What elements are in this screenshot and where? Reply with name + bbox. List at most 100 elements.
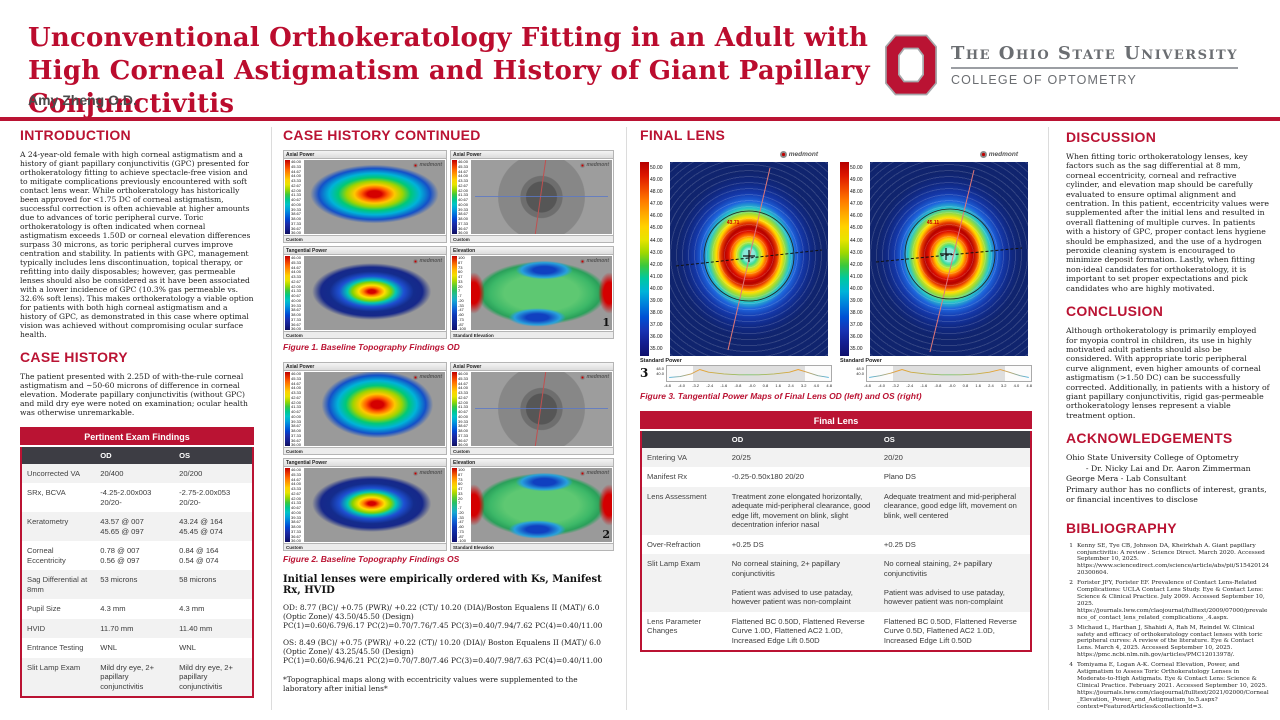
medmont-logo: medmont xyxy=(579,162,609,168)
sagittal-profile-os: 48.0 40.0 xyxy=(840,365,1032,382)
conclusion-heading: CONCLUSION xyxy=(1066,303,1164,320)
reference-text: Michaud L, Harthan J, Shahidi A, Rah M, … xyxy=(1077,624,1263,659)
profile-y-ticks: 48.0 40.0 xyxy=(856,366,864,376)
acknowledgement-line: George Mera - Lab Consultant xyxy=(1066,474,1187,484)
topo-panel-tangential-os: Tangential Power 46.00 45.33 44.67 44.00… xyxy=(283,458,447,551)
x-tick: -4.0 xyxy=(678,383,685,388)
sagittal-profile-od: 3 48.0 40.0 xyxy=(640,365,832,382)
column-case-history-continued: CASE HISTORY CONTINUED Axial Power 46.00… xyxy=(283,127,614,693)
x-tick: 4.0 xyxy=(813,383,820,388)
color-scale: 46.00 45.33 44.67 44.00 43.33 42.67 42.0… xyxy=(285,255,303,331)
panel-scale-label: Custom xyxy=(451,235,613,242)
x-tick: 1.6 xyxy=(775,383,781,388)
topo-panel-axial-photo-os: Axial Power 46.00 45.33 44.67 44.00 43.3… xyxy=(450,362,614,455)
x-tick: 3.2 xyxy=(1000,383,1007,388)
final-row-label: Manifest Rx xyxy=(647,472,688,482)
poster-header: Unconventional Orthokeratology Fitting i… xyxy=(0,0,1280,119)
initial-lens-os: OS: 8.49 (BC)/ +0.75 (PWR)/ +0.22 (CT)/ … xyxy=(283,638,603,665)
scale-name: Standard Power xyxy=(840,358,882,364)
panel-title: Tangential Power xyxy=(284,247,446,255)
profile-plot xyxy=(666,365,832,382)
final-lens-table-row: Lens Assessment Treatment zone elongated… xyxy=(641,486,1031,535)
exam-col-blank xyxy=(21,445,96,464)
x-tick: -4.0 xyxy=(878,383,885,388)
panel-scale-label: Custom xyxy=(284,235,446,242)
x-tick: 4.8 xyxy=(1026,383,1032,388)
x-tick: 1.6 xyxy=(975,383,981,388)
exam-row-od-value: 53 microns xyxy=(95,570,175,600)
poster-title: Unconventional Orthokeratology Fitting i… xyxy=(28,23,870,119)
exam-table-row: Slit Lamp Exam Mild dry eye, 2+ papillar… xyxy=(21,657,253,698)
figure-2-marker: 2 xyxy=(602,528,610,541)
final-lens-table-row: Slit Lamp Exam No corneal staining, 2+ p… xyxy=(641,554,1031,612)
panel-scale-label: Standard Elevation xyxy=(451,543,613,550)
exam-row-os-value: 4.3 mm xyxy=(179,604,205,614)
x-tick: 2.4 xyxy=(988,383,994,388)
reference-number: 1 xyxy=(1069,542,1073,549)
medmont-icon xyxy=(412,162,418,168)
final-lens-table-row: Over-Refraction +0.25 DS +0.25 DS xyxy=(641,535,1031,554)
case-history-heading: CASE HISTORY xyxy=(20,349,128,365)
figure-2-topography-grid: Axial Power 46.00 45.33 44.67 44.00 43.3… xyxy=(283,362,614,551)
panel-title: Tangential Power xyxy=(284,459,446,467)
medmont-icon xyxy=(412,470,418,476)
exam-row-label: Pupil Size xyxy=(27,604,61,614)
medmont-icon xyxy=(579,374,585,380)
final-row-label: Lens Assessment xyxy=(641,486,727,535)
initial-lens-od: OD: 8.77 (BC)/ +0.75 (PWR)/ +0.22 (CT)/ … xyxy=(283,603,603,630)
medmont-icon xyxy=(579,162,585,168)
exam-table-row: HVID 11.70 mm 11.40 mm xyxy=(21,618,253,639)
exam-table-row: Pupil Size 4.3 mm 4.3 mm xyxy=(21,599,253,618)
color-scale: 46.00 45.33 44.67 44.00 43.33 42.67 42.0… xyxy=(452,371,470,447)
topo-panel-elevation-os: Elevation 100 87 73 60 47 33 20 7 -7 -20… xyxy=(450,458,614,551)
axial-power-map: medmont xyxy=(304,372,445,446)
introduction-heading: INTRODUCTION xyxy=(20,127,131,143)
x-tick: -2.4 xyxy=(706,383,714,388)
column-final-lens: FINAL LENS medmont 50.00 49.00 48.00 47.… xyxy=(640,127,1032,653)
figure-3-caption: Figure 3. Tangential Power Maps of Final… xyxy=(640,391,922,401)
osu-divider xyxy=(950,67,1238,69)
x-tick: 3.2 xyxy=(800,383,807,388)
exam-table-row: Uncorrected VA 20/400 20/200 xyxy=(21,464,253,484)
exam-row-od-value: 4.3 mm xyxy=(100,604,126,614)
color-scale: 50.00 49.00 48.00 47.00 46.00 45.00 44.0… xyxy=(840,162,868,356)
medmont-logo: medmont xyxy=(412,162,442,168)
profile-plot xyxy=(866,365,1032,382)
conclusion-text: Although orthokeratology is primarily em… xyxy=(1066,326,1270,420)
x-tick: -4.8 xyxy=(864,383,871,388)
x-tick: -1.6 xyxy=(720,383,728,388)
panel-scale-label: Standard Elevation xyxy=(451,331,613,338)
x-tick: 4.0 xyxy=(1013,383,1020,388)
x-tick: -0.8 xyxy=(934,383,942,388)
medmont-logo: medmont xyxy=(979,151,1018,158)
osu-block-o-icon xyxy=(884,34,937,96)
acknowledgements-heading: ACKNOWLEDGEMENTS xyxy=(1066,430,1233,447)
final-lens-map-os: medmont 50.00 49.00 48.00 47.00 46.00 45… xyxy=(840,150,1032,388)
figure-2-caption: Figure 2. Baseline Topography Findings O… xyxy=(283,554,460,564)
color-scale: 46.00 45.33 44.67 44.00 43.33 42.67 42.0… xyxy=(285,159,303,235)
x-tick: -3.2 xyxy=(692,383,700,388)
profile-y-ticks: 48.0 40.0 xyxy=(656,366,664,376)
exam-row-od-value: -4.25-2.00x003 20/20- xyxy=(100,488,152,507)
profile-x-ticks: -4.8 -4.0 -3.2 -2.4 -1.6 -0.8 -0.0 0.8 1.6 2.4 3.2… xyxy=(640,383,832,388)
final-row-od-value: Treatment zone elongated horizontally, a… xyxy=(726,486,879,535)
eye-photo-map: medmont xyxy=(471,160,612,234)
pertinent-exam-findings-table: Pertinent Exam Findings OD OS Uncorrecte… xyxy=(20,427,254,699)
medmont-icon xyxy=(579,258,585,264)
final-row-od-value: -0.25-0.50x180 20/20 xyxy=(731,472,804,482)
tangential-power-map-od: 43.71 xyxy=(670,162,828,356)
final-row-od-value: +0.25 DS xyxy=(731,539,764,549)
medmont-logo: medmont xyxy=(579,374,609,380)
tangential-power-map: medmont xyxy=(304,468,445,542)
exam-row-label: SRx, BCVA xyxy=(27,488,66,498)
final-row-os-value: Plano DS xyxy=(883,472,916,482)
initial-lens-heading: Initial lenses were empirically ordered … xyxy=(283,574,602,596)
x-tick: 0.8 xyxy=(762,383,769,388)
panel-scale-label: Custom xyxy=(284,447,446,454)
tangential-power-map: medmont xyxy=(304,256,445,330)
reference-text: Tomiyama E, Logan A-K. Corneal Elevation… xyxy=(1077,662,1269,710)
initial-lens-footnote: *Topographical maps along with eccentric… xyxy=(283,675,578,693)
color-scale: 100 87 73 60 47 33 20 7 -7 -20 -33 -47 -… xyxy=(452,467,470,543)
exam-table-row: SRx, BCVA -4.25-2.00x003 20/20- -2.75-2.… xyxy=(21,483,253,512)
